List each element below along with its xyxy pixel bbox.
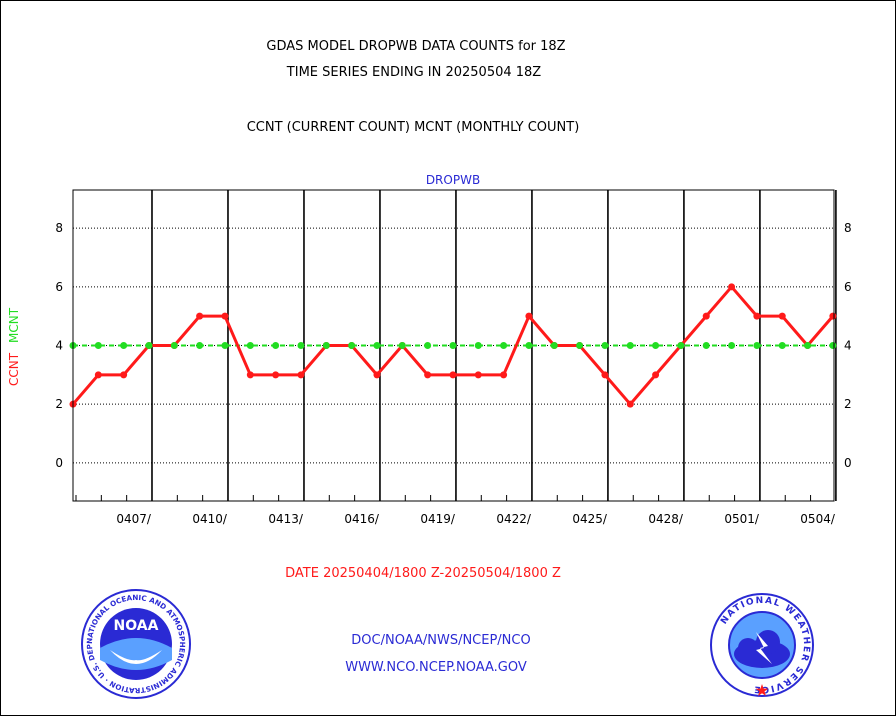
- mcnt-point: [145, 342, 153, 349]
- mcnt-point: [196, 342, 204, 349]
- noaa-logo: NATIONAL OCEANIC AND ATMOSPHERIC ADMINIS…: [80, 588, 191, 699]
- mcnt-point: [424, 342, 432, 349]
- nws-logo: NATIONAL WEATHER SERVICE: [710, 593, 814, 697]
- mcnt-point: [297, 342, 305, 349]
- mcnt-point: [373, 342, 381, 349]
- y-tick-label-left: 8: [55, 221, 63, 235]
- ccnt-point: [94, 371, 102, 379]
- mcnt-point: [348, 342, 356, 349]
- mcnt-point: [728, 342, 736, 349]
- noaa-logo-text: NOAA: [114, 618, 159, 634]
- star-icon: [755, 684, 769, 696]
- mcnt-point: [804, 342, 812, 349]
- mcnt-point: [550, 342, 558, 349]
- chart-subtitle: CCNT (CURRENT COUNT) MCNT (MONTHLY COUNT…: [246, 120, 580, 135]
- mcnt-point: [778, 342, 786, 349]
- ccnt-point: [424, 371, 432, 379]
- y-tick-label-right: 0: [844, 456, 852, 470]
- y-label-monthly: MCNT: [7, 307, 21, 343]
- mcnt-point: [576, 342, 584, 349]
- chart-title-line1: GDAS MODEL DROPWB DATA COUNTS for 18Z: [266, 39, 566, 54]
- x-tick-label: 0422/: [496, 512, 532, 526]
- ccnt-point: [221, 312, 229, 320]
- mcnt-point: [652, 342, 660, 349]
- ccnt-point: [449, 371, 457, 379]
- y-tick-label-left: 4: [55, 339, 63, 353]
- mcnt-point: [272, 342, 280, 349]
- mcnt-point: [525, 342, 533, 349]
- mcnt-point: [120, 342, 128, 349]
- mcnt-point: [702, 342, 710, 349]
- y-tick-label-right: 2: [844, 397, 852, 411]
- y-tick-label-left: 6: [55, 280, 63, 294]
- x-tick-label: 0410/: [192, 512, 228, 526]
- ccnt-point: [778, 312, 786, 320]
- ccnt-point: [652, 371, 660, 379]
- agency-line: DOC/NOAA/NWS/NCEP/NCO: [351, 633, 531, 648]
- mcnt-point: [449, 342, 457, 349]
- ccnt-point: [525, 312, 533, 320]
- mcnt-point: [398, 342, 406, 349]
- chart-title-line2: TIME SERIES ENDING IN 20250504 18Z: [286, 65, 542, 80]
- ccnt-point: [601, 371, 609, 379]
- y-tick-label-right: 6: [844, 280, 852, 294]
- series-layer: [69, 283, 837, 408]
- ccnt-point: [196, 312, 204, 320]
- y-tick-label-right: 4: [844, 339, 852, 353]
- x-tick-label: 0504/: [800, 512, 836, 526]
- mcnt-point: [246, 342, 254, 349]
- mcnt-point: [829, 342, 837, 349]
- mcnt-point: [474, 342, 482, 349]
- ccnt-point: [120, 371, 128, 379]
- x-axis-date-range: DATE 20250404/1800 Z-20250504/1800 Z: [285, 566, 561, 581]
- x-tick-label: 0428/: [648, 512, 684, 526]
- axis-layer: 8 8 6 6 4 4 2 2 0 0 0407/0410/0413/0416/0419/0422/…: [7, 173, 852, 526]
- mcnt-point: [677, 342, 685, 349]
- x-tick-label: 0501/: [724, 512, 760, 526]
- x-tick-label: 0419/: [420, 512, 456, 526]
- y-tick-label-left: 2: [55, 397, 63, 411]
- x-tick-label: 0416/: [344, 512, 380, 526]
- mcnt-point: [94, 342, 102, 349]
- x-tick-label: 0407/: [116, 512, 152, 526]
- mcnt-point: [626, 342, 634, 349]
- panel-title: DROPWB: [426, 173, 480, 187]
- ccnt-point: [246, 371, 254, 379]
- mcnt-point: [322, 342, 330, 349]
- mcnt-point: [170, 342, 178, 349]
- ccnt-point: [728, 283, 736, 291]
- mcnt-point: [221, 342, 229, 349]
- ccnt-point: [626, 400, 634, 408]
- ccnt-point: [753, 312, 761, 320]
- mcnt-point: [601, 342, 609, 349]
- y-tick-label-right: 8: [844, 221, 852, 235]
- ccnt-point: [373, 371, 381, 379]
- x-tick-label: 0413/: [268, 512, 304, 526]
- ccnt-point: [272, 371, 280, 379]
- x-tick-label: 0425/: [572, 512, 608, 526]
- ccnt-point: [474, 371, 482, 379]
- y-tick-label-left: 0: [55, 456, 63, 470]
- plot-area-frame: [72, 189, 835, 502]
- y-label-current: CCNT: [7, 352, 21, 386]
- ccnt-point: [297, 371, 305, 379]
- ccnt-point: [702, 312, 710, 320]
- ccnt-point: [829, 312, 837, 320]
- mcnt-point: [500, 342, 508, 349]
- ccnt-point: [500, 371, 508, 379]
- website-line: WWW.NCO.NCEP.NOAA.GOV: [345, 660, 527, 675]
- mcnt-point: [753, 342, 761, 349]
